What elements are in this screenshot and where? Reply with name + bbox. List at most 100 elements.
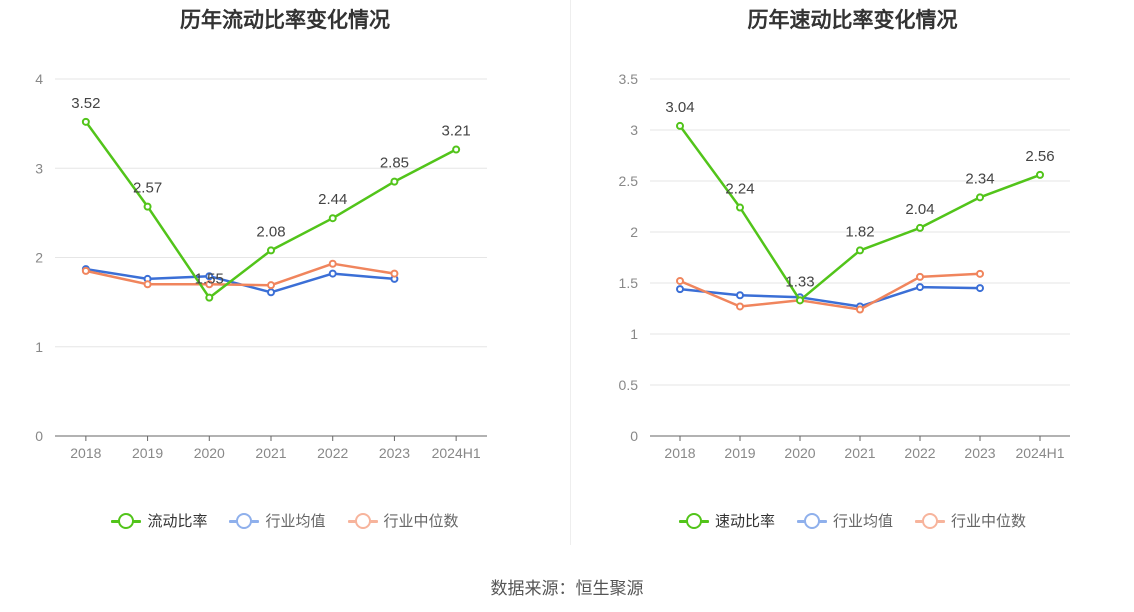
data-label: 2.08 — [256, 223, 285, 240]
legend-label: 流动比率 — [147, 513, 208, 530]
data-point — [205, 293, 214, 302]
data-point — [205, 272, 214, 281]
data-label: 2.56 — [1025, 148, 1054, 165]
y-tick-label: 3 — [630, 122, 638, 138]
legend-item-industry-median[interactable]: 行业中位数 — [347, 510, 459, 531]
series-line — [679, 272, 981, 311]
y-tick-label: 1 — [35, 339, 43, 355]
legend-item-industry-average[interactable]: 行业均值 — [229, 510, 326, 531]
x-tick-label: 2024H1 — [432, 445, 481, 461]
data-label: 2.34 — [965, 170, 994, 187]
legend-quick-ratio: 速动比率 行业均值 行业中位数 — [571, 510, 1134, 531]
data-point — [390, 177, 399, 186]
data-point — [736, 203, 744, 212]
legend-swatch-icon — [111, 512, 142, 529]
data-point — [81, 117, 90, 126]
data-point — [976, 269, 984, 278]
data-point — [328, 269, 337, 278]
series-line — [679, 285, 981, 308]
legend-label: 行业中位数 — [383, 513, 459, 530]
data-point — [143, 202, 152, 211]
y-tick-label: 3.5 — [619, 71, 639, 87]
y-tick-label: 3 — [35, 160, 43, 176]
series-line — [84, 121, 457, 299]
x-tick-label: 2024H1 — [1015, 445, 1064, 461]
y-tick-label: 0.5 — [619, 377, 639, 393]
x-tick-label: 2023 — [964, 445, 995, 461]
y-tick-label: 0 — [630, 428, 638, 444]
data-point — [267, 246, 275, 255]
legend-label: 行业均值 — [265, 513, 326, 530]
data-point — [676, 285, 684, 294]
data-label: 1.55 — [195, 271, 224, 288]
x-tick-label: 2020 — [784, 445, 815, 461]
y-tick-label: 1 — [630, 326, 638, 342]
data-point — [796, 296, 804, 305]
x-tick-label: 2020 — [194, 445, 225, 461]
series-line — [85, 262, 395, 287]
y-tick-label: 0 — [35, 428, 43, 444]
legend-swatch-icon — [229, 512, 260, 529]
data-point — [856, 305, 864, 314]
current-ratio-chart-panel: 历年流动比率变化情况 0 1 2 3 4 2018 2019 2020 2021 2022 2023… — [0, 0, 570, 545]
data-point — [81, 266, 90, 275]
x-tick-label: 2022 — [904, 445, 935, 461]
data-label: 2.44 — [318, 191, 347, 208]
data-point — [976, 193, 984, 202]
x-tick-label: 2018 — [664, 445, 695, 461]
legend-item-current-ratio[interactable]: 流动比率 — [111, 510, 207, 531]
data-point — [856, 246, 864, 255]
y-tick-label: 2 — [35, 250, 43, 266]
data-point — [676, 276, 684, 285]
data-point — [205, 280, 214, 289]
legend-label: 行业中位数 — [951, 513, 1027, 530]
data-label: 2.04 — [905, 201, 934, 218]
chart-title-current-ratio: 历年流动比率变化情况 — [180, 9, 390, 32]
x-tick-label: 2021 — [255, 445, 286, 461]
x-tick-label: 2022 — [317, 445, 348, 461]
legend-item-industry-median[interactable]: 行业中位数 — [915, 510, 1026, 531]
x-tick-label: 2021 — [844, 445, 875, 461]
data-label: 2.85 — [380, 155, 409, 172]
quick-ratio-chart-panel: 历年速动比率变化情况 0 0.5 1 1.5 2 2.5 3 3.5 2018 2019 2020 2… — [571, 0, 1134, 545]
x-tick-label: 2018 — [70, 445, 101, 461]
data-point — [328, 214, 337, 223]
y-tick-label: 2.5 — [619, 173, 639, 189]
data-point — [916, 283, 924, 292]
legend-item-industry-average[interactable]: 行业均值 — [796, 510, 893, 531]
legend-swatch-icon — [915, 512, 945, 529]
data-label: 2.24 — [725, 181, 754, 198]
data-point — [143, 280, 152, 289]
data-point — [390, 269, 399, 278]
legend-swatch-icon — [347, 512, 378, 529]
data-point — [976, 284, 984, 293]
x-tick-label: 2019 — [132, 445, 163, 461]
current-ratio-plot: 0 1 2 3 4 2018 2019 2020 2021 2022 2023 2024H1 3.52 2… — [35, 71, 487, 461]
legend-swatch-icon — [678, 512, 709, 529]
data-label: 1.82 — [845, 223, 874, 240]
x-tick-label: 2023 — [379, 445, 410, 461]
data-point — [328, 259, 337, 268]
data-label: 3.52 — [71, 95, 100, 112]
data-label: 2.57 — [133, 180, 162, 197]
y-tick-label: 2 — [630, 224, 638, 240]
legend-item-quick-ratio[interactable]: 速动比率 — [678, 510, 775, 531]
quick-ratio-plot: 0 0.5 1 1.5 2 2.5 3 3.5 2018 2019 2020 2021 2022 2023… — [619, 71, 1070, 461]
data-label: 3.04 — [665, 99, 694, 116]
data-point — [452, 145, 461, 154]
legend-label: 速动比率 — [714, 513, 775, 530]
series-line — [678, 125, 1041, 302]
data-point — [736, 302, 744, 311]
data-point — [267, 281, 275, 290]
legend-label: 行业均值 — [832, 513, 893, 530]
data-label: 3.21 — [442, 123, 471, 140]
data-point — [676, 121, 684, 130]
data-point — [916, 223, 924, 232]
data-point — [736, 291, 744, 300]
data-point — [916, 272, 924, 281]
panel-divider — [570, 0, 571, 545]
data-label: 1.33 — [785, 273, 814, 290]
chart-title-quick-ratio: 历年速动比率变化情况 — [747, 9, 958, 32]
y-tick-label: 1.5 — [619, 275, 639, 291]
data-source-note: 数据来源：恒生聚源 — [490, 579, 644, 598]
